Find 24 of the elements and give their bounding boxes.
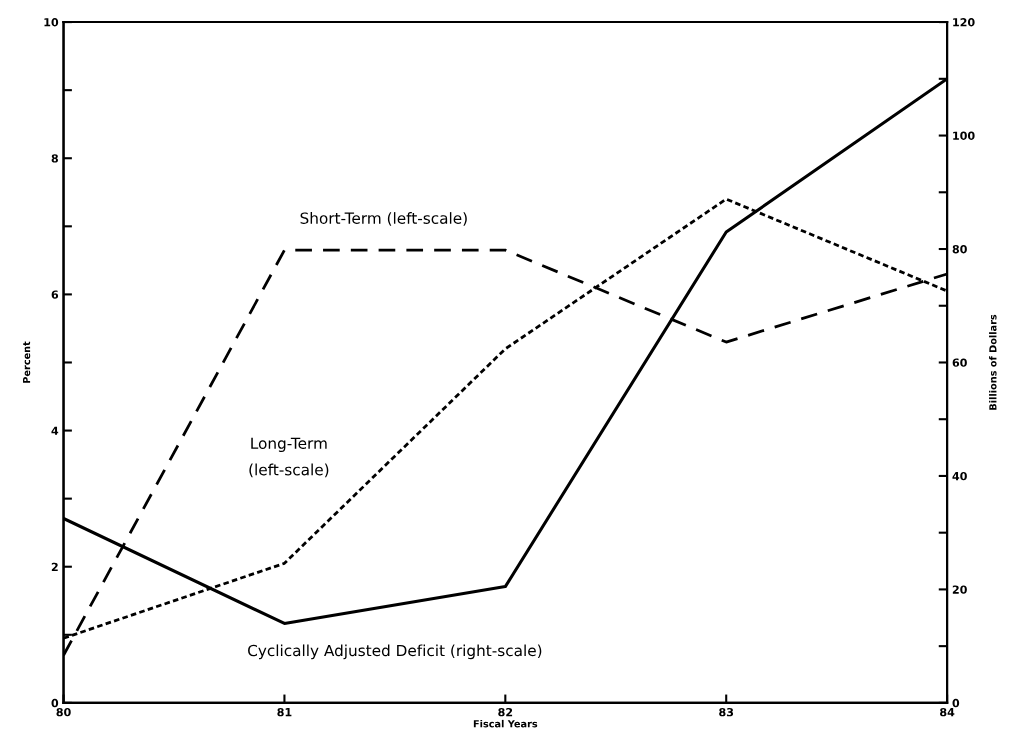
y-tick-label: 0	[51, 698, 59, 708]
series-label: Short-Term (left-scale)	[300, 212, 467, 226]
y2-tick-label: 60	[952, 358, 967, 367]
y-tick-label: 10	[44, 18, 59, 27]
x-tick-label: 84	[940, 707, 955, 717]
y2-tick-label: 20	[952, 585, 967, 594]
text: Cyclically Adjusted Deficit (right-scale)	[248, 644, 542, 660]
y2-tick-label: 0	[952, 698, 960, 708]
x-tick-label: 82	[498, 707, 513, 717]
y-tick-label: 4	[51, 426, 59, 435]
y2-tick-label: 40	[952, 471, 967, 481]
x-tick-label: 83	[719, 707, 734, 717]
x-tick-label: 81	[277, 707, 292, 717]
x-tick-label: 80	[56, 707, 71, 717]
y-axis-title: Percent	[23, 341, 31, 383]
x-axis-title: Fiscal Years	[473, 719, 538, 728]
y2-tick-label: 80	[952, 244, 967, 254]
y2-tick-label: 100	[953, 131, 975, 140]
y2-axis-title: Billions of Dollars	[989, 314, 997, 410]
y-tick-label: 2	[51, 562, 58, 571]
y-tick-label: 6	[51, 290, 59, 299]
y-tick-label: 8	[51, 154, 58, 163]
text: Long-Term (left-scale)	[249, 437, 329, 478]
y2-tick-label: 120	[953, 18, 975, 27]
